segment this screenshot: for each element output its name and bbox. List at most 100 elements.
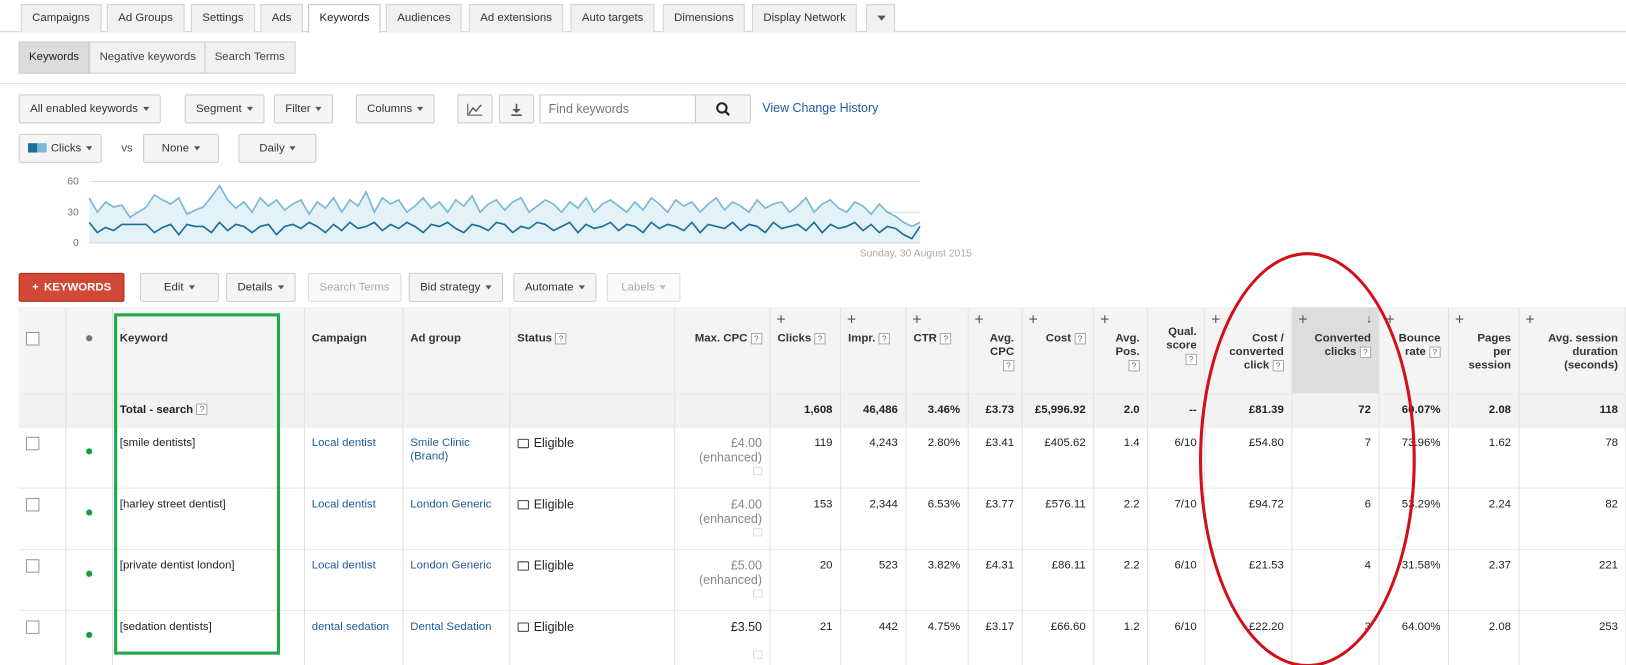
tab-settings[interactable]: Settings [190, 4, 255, 33]
header-cost[interactable]: + Cost ? [1021, 307, 1094, 394]
plus-icon[interactable]: + [1454, 311, 1465, 329]
row-checkbox[interactable] [25, 619, 40, 634]
table-row[interactable]: [sedation dentists] dental sedation Dental… [18, 610, 1626, 665]
more-tabs-button[interactable] [866, 4, 896, 33]
help-icon[interactable]: ? [1128, 359, 1140, 372]
header-keyword[interactable]: Keyword [112, 307, 305, 394]
row-checkbox[interactable] [25, 558, 40, 573]
table-row[interactable]: [harley street dentist] Local dentist Lond… [18, 487, 1626, 550]
speech-bubble-icon[interactable] [517, 560, 529, 571]
header-ctr[interactable]: + CTR ? [905, 307, 969, 394]
help-icon[interactable]: ? [940, 332, 952, 345]
search-terms-button[interactable]: Search Terms [308, 272, 402, 302]
enabled-status-dot-icon[interactable] [85, 631, 92, 638]
max-cpc-cell[interactable]: £3.50 [674, 610, 771, 665]
subtab-keywords[interactable]: Keywords [18, 41, 90, 74]
campaign-link[interactable]: Local dentist [311, 497, 376, 510]
max-cpc-cell[interactable]: £5.00 (enhanced) [674, 548, 771, 611]
metric1-dropdown[interactable]: Clicks [18, 133, 103, 163]
header-avg-cpc[interactable]: + Avg. CPC? [967, 307, 1023, 394]
header-avg-session-duration[interactable]: + Avg. session duration (seconds) [1518, 307, 1626, 394]
plus-icon[interactable]: + [847, 311, 857, 329]
help-icon[interactable]: ? [750, 332, 762, 345]
campaign-link[interactable]: Local dentist [311, 436, 376, 449]
help-icon[interactable]: ? [878, 332, 890, 345]
keyword-cell[interactable]: [sedation dentists] [112, 610, 305, 665]
header-status[interactable]: Status ? [509, 307, 675, 394]
header-clicks[interactable]: + Clicks ? [769, 307, 841, 394]
help-icon[interactable]: ? [1429, 346, 1441, 358]
subtab-negative-keywords[interactable]: Negative keywords [89, 41, 207, 74]
select-all-checkbox[interactable] [25, 332, 40, 346]
header-pages-per-session[interactable]: + Pages per session [1448, 307, 1520, 394]
tab-ad-extensions[interactable]: Ad extensions [468, 4, 564, 33]
ad-group-link[interactable]: Smile Clinic (Brand) [410, 436, 470, 463]
filter-dropdown[interactable]: Filter [273, 94, 334, 124]
chart-toggle-button[interactable] [457, 94, 493, 124]
table-row[interactable]: [private dentist london] Local dentist Lon… [18, 548, 1626, 611]
help-icon[interactable]: ? [555, 332, 567, 345]
plus-icon[interactable]: + [974, 311, 984, 329]
speech-bubble-icon[interactable] [517, 621, 529, 632]
columns-dropdown[interactable]: Columns [355, 94, 436, 124]
tab-dimensions[interactable]: Dimensions [662, 4, 746, 33]
help-icon[interactable]: ? [1074, 332, 1086, 345]
keyword-cell[interactable]: [smile dentists] [112, 426, 305, 489]
plus-icon[interactable]: + [1100, 311, 1110, 329]
speech-bubble-icon[interactable] [517, 499, 529, 509]
plus-icon[interactable]: + [1211, 311, 1221, 329]
campaign-link[interactable]: dental sedation [311, 619, 390, 633]
subtab-search-terms[interactable]: Search Terms [204, 41, 296, 74]
header-campaign[interactable]: Campaign [303, 307, 404, 394]
add-keywords-button[interactable]: + KEYWORDS [18, 272, 125, 302]
plus-icon[interactable]: + [1385, 311, 1395, 329]
keyword-scope-dropdown[interactable]: All enabled keywords [18, 94, 161, 124]
segment-dropdown[interactable]: Segment [184, 94, 265, 124]
bid-strategy-dropdown[interactable]: Bid strategy [408, 272, 504, 302]
header-impr[interactable]: + Impr. ? [840, 307, 907, 394]
speech-bubble-icon[interactable] [517, 438, 529, 448]
plus-icon[interactable]: + [912, 311, 922, 329]
ad-group-link[interactable]: London Generic [410, 497, 492, 510]
header-max-cpc[interactable]: Max. CPC ? [674, 307, 771, 394]
tab-auto-targets[interactable]: Auto targets [570, 4, 655, 33]
header-avg-pos[interactable]: + Avg. Pos.? [1093, 307, 1148, 394]
keyword-search-input[interactable] [539, 94, 696, 124]
ad-group-link[interactable]: London Generic [410, 558, 492, 572]
header-qual-score[interactable]: Qual. score? [1147, 307, 1205, 394]
enabled-status-dot-icon[interactable] [85, 508, 92, 516]
keyword-cell[interactable]: [harley street dentist] [112, 487, 305, 550]
help-icon[interactable]: ? [814, 332, 826, 345]
view-change-history-link[interactable]: View Change History [762, 100, 879, 116]
tab-ads[interactable]: Ads [260, 4, 303, 33]
ad-group-link[interactable]: Dental Sedation [410, 619, 492, 633]
help-icon[interactable]: ? [196, 403, 208, 416]
plus-icon[interactable]: + [776, 311, 786, 329]
enabled-status-dot-icon[interactable] [85, 447, 92, 454]
max-cpc-cell[interactable]: £4.00 (enhanced) [674, 426, 771, 489]
enabled-status-dot-icon[interactable] [85, 570, 92, 577]
tab-campaigns[interactable]: Campaigns [20, 4, 102, 33]
details-dropdown[interactable]: Details [226, 272, 296, 302]
row-checkbox[interactable] [25, 497, 40, 511]
tab-keywords[interactable]: Keywords [308, 4, 381, 34]
max-cpc-cell[interactable]: £4.00 (enhanced) [674, 487, 771, 550]
automate-dropdown[interactable]: Automate [513, 272, 597, 302]
metric2-dropdown[interactable]: None [143, 133, 220, 163]
row-checkbox[interactable] [25, 436, 40, 450]
header-ad-group[interactable]: Ad group [402, 307, 510, 394]
keyword-cell[interactable]: [private dentist london] [112, 548, 305, 611]
tab-display-network[interactable]: Display Network [751, 4, 858, 33]
edit-dropdown[interactable]: Edit [140, 272, 219, 302]
search-button[interactable] [694, 94, 751, 124]
help-icon[interactable]: ? [1002, 359, 1015, 372]
labels-dropdown[interactable]: Labels [606, 272, 681, 302]
plus-icon[interactable]: + [1028, 311, 1038, 329]
campaign-link[interactable]: Local dentist [311, 558, 376, 572]
period-dropdown[interactable]: Daily [238, 133, 317, 163]
download-button[interactable] [498, 94, 535, 124]
help-icon[interactable]: ? [1185, 353, 1197, 365]
plus-icon[interactable]: + [1525, 311, 1535, 329]
tab-ad-groups[interactable]: Ad Groups [106, 4, 185, 33]
tab-audiences[interactable]: Audiences [385, 4, 462, 33]
